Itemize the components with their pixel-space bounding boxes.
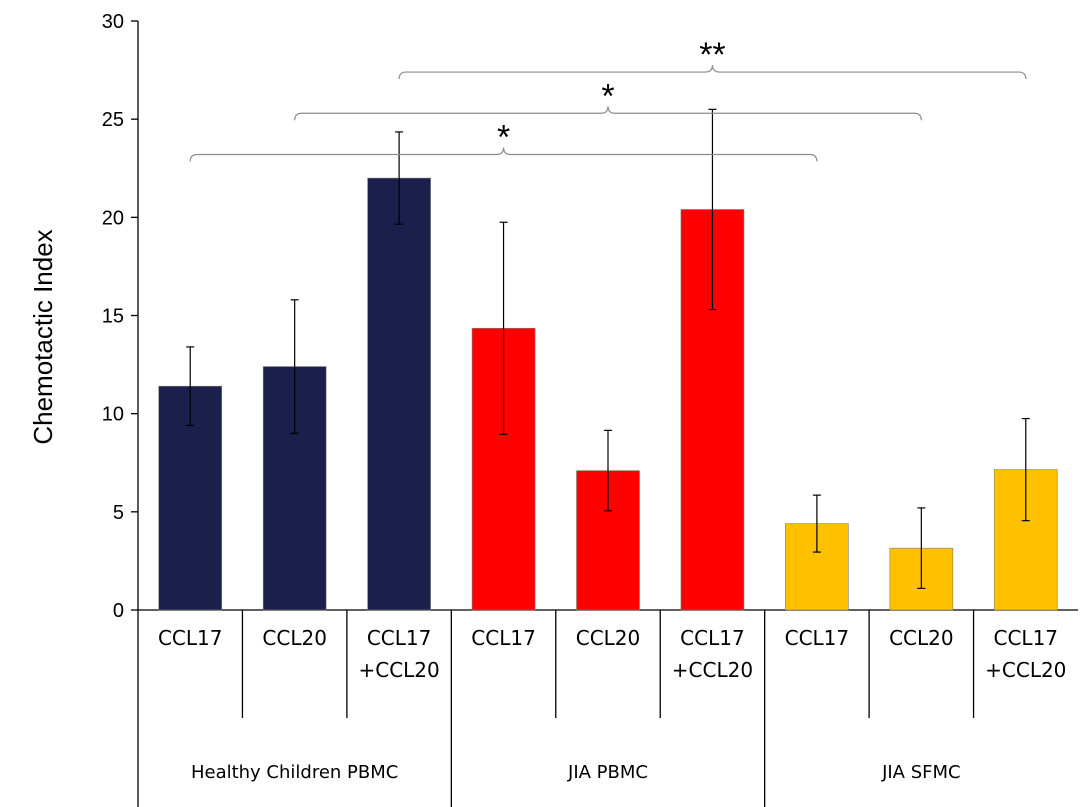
y-tick-label: 0	[113, 600, 124, 622]
axes: 0 5 10 15 20 25 30	[102, 11, 1078, 807]
error-bars	[186, 108, 1030, 590]
group-label: Healthy Children PBMC	[191, 762, 398, 783]
significance-brace	[398, 65, 1027, 80]
significance-label: **	[699, 36, 725, 74]
y-tick-label: 25	[102, 109, 124, 131]
group-label: JIA SFMC	[881, 762, 961, 783]
category-label: CCL17	[158, 626, 223, 650]
significance-brace	[294, 106, 922, 121]
group-label: JIA PBMC	[567, 762, 648, 783]
y-tick-label: 20	[102, 207, 124, 229]
category-label: CCL17	[471, 626, 536, 650]
y-axis-label: Chemotactic Index	[28, 229, 58, 444]
category-label: CCL17	[680, 626, 745, 650]
category-label: +CCL20	[985, 658, 1066, 682]
y-tick-label: 5	[113, 502, 124, 524]
category-label: CCL17	[994, 626, 1059, 650]
significance-brackets: ****	[189, 36, 1027, 162]
significance-label: *	[601, 77, 614, 115]
bars	[158, 177, 1058, 611]
category-label: CCL17	[367, 626, 432, 650]
significance-brace	[189, 147, 818, 162]
category-label: CCL20	[889, 626, 954, 650]
y-tick-label: 10	[102, 404, 124, 426]
category-label: +CCL20	[672, 658, 753, 682]
category-label: CCL17	[785, 626, 850, 650]
significance-label: *	[497, 119, 510, 157]
category-label: CCL20	[576, 626, 641, 650]
y-tick-label: 15	[102, 306, 124, 328]
y-tick-label: 30	[102, 11, 124, 33]
category-label: CCL20	[262, 626, 327, 650]
category-label: +CCL20	[358, 658, 439, 682]
bar	[367, 177, 431, 611]
category-labels: CCL17 CCL20 CCL17 +CCL20 CCL17 CCL20 CCL17 +CCL…	[158, 626, 1066, 783]
